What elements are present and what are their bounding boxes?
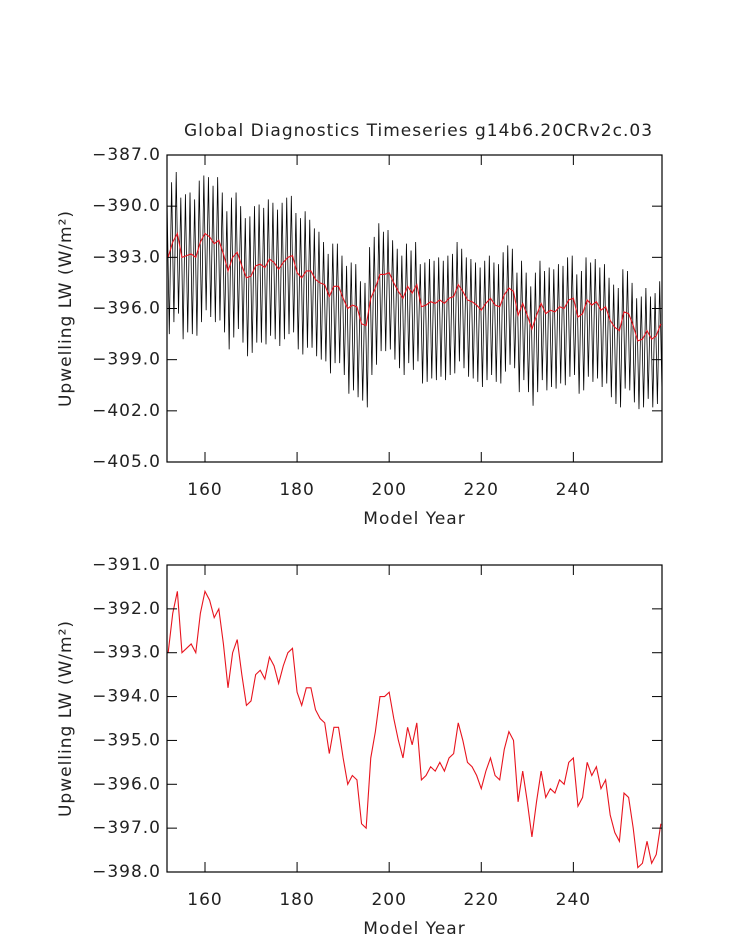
y-tick-label: −394.0 xyxy=(92,687,161,707)
x-tick-label: 220 xyxy=(464,480,499,500)
x-tick-label: 160 xyxy=(187,890,222,910)
y-axis-label: Upwelling LW (W/m²) xyxy=(56,620,76,817)
chart-title: Global Diagnostics Timeseries g14b6.20CR… xyxy=(184,121,653,141)
y-tick-label: −405.0 xyxy=(92,452,161,472)
y-tick-label: −393.0 xyxy=(92,643,161,663)
x-tick-label: 240 xyxy=(556,480,591,500)
x-tick-label: 180 xyxy=(279,480,314,500)
x-tick-label: 240 xyxy=(556,890,591,910)
x-axis-label: Model Year xyxy=(363,509,465,529)
x-tick-label: 200 xyxy=(371,890,406,910)
x-tick-label: 220 xyxy=(464,890,499,910)
y-tick-label: −390.0 xyxy=(92,196,161,216)
y-tick-label: −398.0 xyxy=(92,862,161,882)
y-tick-label: −392.0 xyxy=(92,599,161,619)
y-tick-label: −397.0 xyxy=(92,818,161,838)
y-axis-label: Upwelling LW (W/m²) xyxy=(56,210,76,407)
y-tick-label: −399.0 xyxy=(92,350,161,370)
plot-frame xyxy=(166,564,663,873)
y-tick-label: −395.0 xyxy=(92,730,161,750)
data-line xyxy=(167,589,662,869)
x-tick-label: 160 xyxy=(187,480,222,500)
y-tick-label: −387.0 xyxy=(92,145,161,165)
x-tick-label: 180 xyxy=(279,890,314,910)
y-tick-label: −396.0 xyxy=(92,299,161,319)
y-tick-label: −391.0 xyxy=(92,555,161,575)
data-line xyxy=(166,172,663,410)
y-tick-label: −396.0 xyxy=(92,774,161,794)
data-line xyxy=(167,231,662,342)
y-tick-label: −393.0 xyxy=(92,247,161,267)
x-tick-label: 200 xyxy=(371,480,406,500)
x-axis-label: Model Year xyxy=(363,919,465,939)
y-tick-label: −402.0 xyxy=(92,401,161,421)
